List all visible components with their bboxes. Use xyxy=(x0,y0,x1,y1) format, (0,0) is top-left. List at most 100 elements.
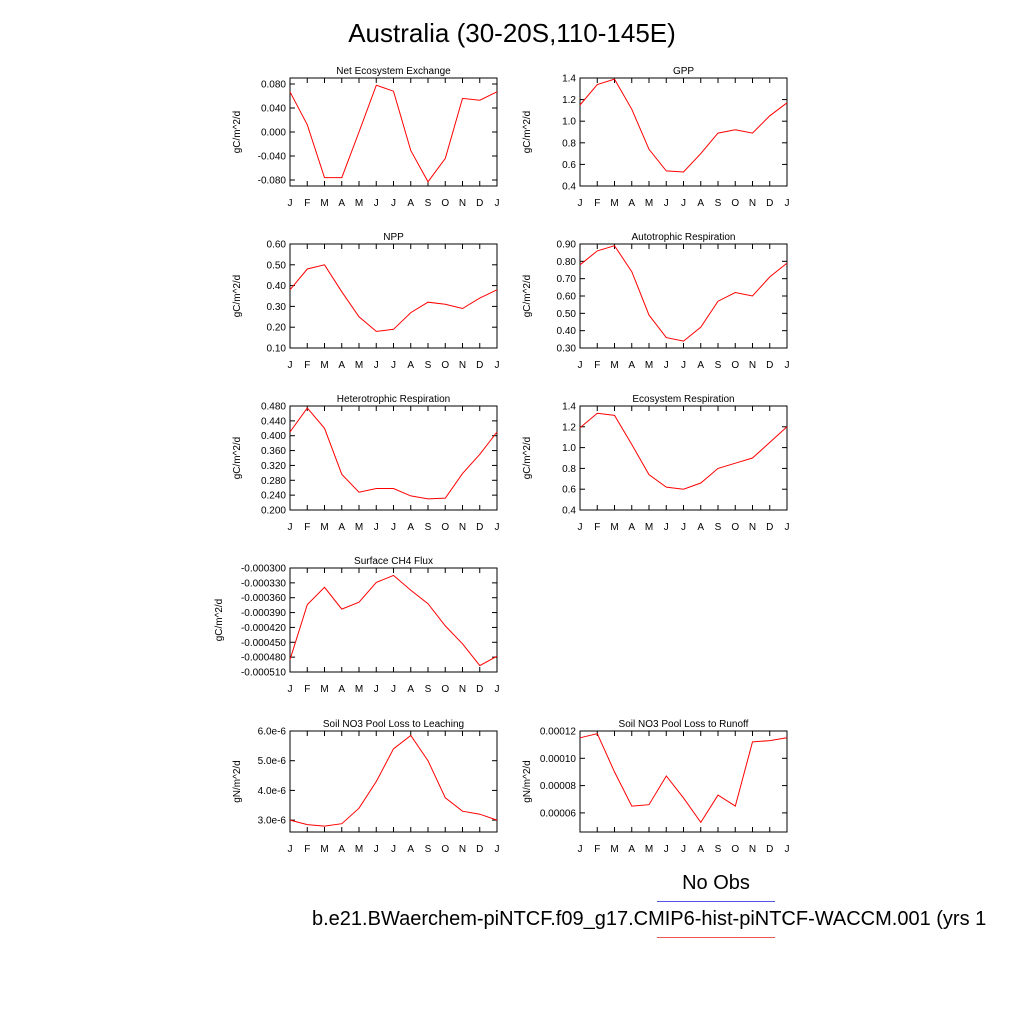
y-tick-label: 0.40 xyxy=(557,326,577,337)
chart-panel-1: Net Ecosystem Exchange gC/m^2/d -0.080 -0.0… xyxy=(232,66,500,209)
chart-panel-5: Heterotrophic Respiration gC/m^2/d 0.200 0.… xyxy=(232,394,500,533)
y-tick-label: 0.8 xyxy=(562,138,576,149)
panel-title: Surface CH4 Flux xyxy=(354,556,433,567)
x-tick-label: O xyxy=(731,844,739,855)
plot-frame xyxy=(579,77,788,187)
x-tick-label: J xyxy=(288,522,293,533)
series-line xyxy=(579,733,788,824)
x-tick-label: M xyxy=(320,522,328,533)
x-tick-label: N xyxy=(459,198,466,209)
series-line xyxy=(579,78,788,173)
x-tick-label: S xyxy=(425,522,432,533)
x-tick-label: D xyxy=(476,684,483,695)
x-tick-label: J xyxy=(391,360,396,371)
x-tick-label: O xyxy=(441,844,449,855)
panel-title: Soil NO3 Pool Loss to Leaching xyxy=(323,719,464,730)
x-tick-label: O xyxy=(731,522,739,533)
y-tick-label: -0.040 xyxy=(258,152,287,163)
x-tick-label: J xyxy=(785,360,790,371)
x-tick-label: S xyxy=(715,844,722,855)
plot-frame xyxy=(289,405,498,511)
x-tick-label: S xyxy=(715,360,722,371)
y-axis-label: gC/m^2/d xyxy=(522,275,533,318)
y-tick-label: 6.0e-6 xyxy=(258,727,287,738)
y-tick-label: 0.000 xyxy=(261,128,286,139)
x-tick-label: F xyxy=(304,844,310,855)
x-tick-label: J xyxy=(495,522,500,533)
x-tick-label: J xyxy=(578,198,583,209)
x-tick-label: J xyxy=(391,844,396,855)
x-tick-label: M xyxy=(645,198,653,209)
x-tick-label: J xyxy=(785,198,790,209)
series-line xyxy=(289,84,498,183)
x-tick-label: J xyxy=(288,844,293,855)
x-tick-label: J xyxy=(578,522,583,533)
x-tick-label: J xyxy=(681,844,686,855)
plot-frame xyxy=(289,567,498,673)
x-tick-label: A xyxy=(407,360,414,371)
x-tick-label: A xyxy=(697,198,704,209)
y-tick-label: 0.10 xyxy=(267,344,287,355)
y-axis-label: gC/m^2/d xyxy=(232,275,243,318)
y-tick-label: -0.000450 xyxy=(241,638,286,649)
x-tick-label: J xyxy=(681,198,686,209)
x-tick-label: J xyxy=(495,684,500,695)
chart-panel-9: Soil NO3 Pool Loss to Runoff gN/m^2/d 0.00… xyxy=(522,719,790,855)
y-axis-label: gN/m^2/d xyxy=(522,760,533,803)
x-tick-label: M xyxy=(610,360,618,371)
x-tick-label: J xyxy=(374,844,379,855)
x-tick-label: F xyxy=(594,522,600,533)
x-tick-label: F xyxy=(594,360,600,371)
y-tick-label: 1.0 xyxy=(562,117,576,128)
x-tick-label: M xyxy=(320,360,328,371)
y-tick-label: 0.4 xyxy=(562,506,576,517)
y-tick-label: 0.00012 xyxy=(540,727,577,738)
x-tick-label: A xyxy=(338,522,345,533)
y-axis-label: gC/m^2/d xyxy=(232,111,243,154)
x-tick-label: J xyxy=(664,844,669,855)
y-tick-label: -0.080 xyxy=(258,176,287,187)
x-tick-label: S xyxy=(425,360,432,371)
y-tick-label: 0.4 xyxy=(562,182,576,193)
x-tick-label: O xyxy=(731,360,739,371)
x-tick-label: J xyxy=(374,198,379,209)
x-tick-label: D xyxy=(476,522,483,533)
x-tick-label: N xyxy=(749,844,756,855)
x-tick-label: J xyxy=(391,684,396,695)
y-tick-label: 4.0e-6 xyxy=(258,786,287,797)
series-line xyxy=(579,412,788,490)
x-tick-label: N xyxy=(749,198,756,209)
y-axis-label: gN/m^2/d xyxy=(232,760,243,803)
series-line xyxy=(289,264,498,332)
x-tick-label: F xyxy=(304,684,310,695)
x-tick-label: A xyxy=(338,684,345,695)
y-tick-label: 0.320 xyxy=(261,461,286,472)
x-tick-label: J xyxy=(374,522,379,533)
y-tick-label: 1.0 xyxy=(562,443,576,454)
x-tick-label: J xyxy=(374,684,379,695)
y-tick-label: 0.360 xyxy=(261,446,286,457)
panel-title: Ecosystem Respiration xyxy=(632,394,734,405)
y-tick-label: -0.000510 xyxy=(241,668,286,679)
y-tick-label: 0.60 xyxy=(267,240,287,251)
page-title: Australia (30-20S,110-145E) xyxy=(348,18,676,48)
panel-title: GPP xyxy=(673,66,694,77)
y-axis-label: gC/m^2/d xyxy=(522,111,533,154)
y-tick-label: 1.4 xyxy=(562,74,576,85)
series-line xyxy=(289,407,498,500)
x-tick-label: J xyxy=(785,844,790,855)
x-tick-label: A xyxy=(628,844,635,855)
x-tick-label: M xyxy=(645,522,653,533)
y-tick-label: 1.2 xyxy=(562,422,576,433)
x-tick-label: F xyxy=(594,844,600,855)
x-tick-label: F xyxy=(304,522,310,533)
x-tick-label: J xyxy=(664,198,669,209)
x-tick-label: M xyxy=(355,360,363,371)
panel-title: Heterotrophic Respiration xyxy=(337,394,450,405)
x-tick-label: O xyxy=(441,198,449,209)
x-tick-label: A xyxy=(407,522,414,533)
y-tick-label: -0.000300 xyxy=(241,564,286,575)
y-tick-label: 0.20 xyxy=(267,323,287,334)
x-tick-label: M xyxy=(355,198,363,209)
